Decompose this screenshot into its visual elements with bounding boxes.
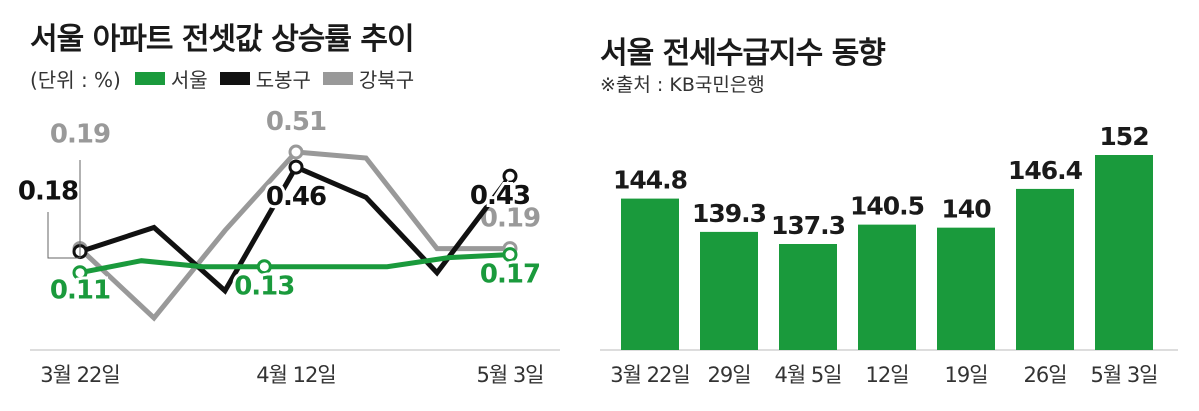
leader-line-dobong — [47, 212, 80, 259]
legend-swatch-dobong — [219, 72, 250, 85]
bar — [700, 231, 758, 350]
marker-gangbuk — [288, 144, 304, 160]
data-label-seoul: 0.13 — [234, 272, 294, 302]
bar-value-label: 152 — [1099, 122, 1148, 151]
bar — [937, 227, 995, 350]
x-tick-label: 4월 5일 — [774, 363, 841, 387]
legend-swatch-seoul — [134, 72, 165, 85]
legend-label-gangbuk: 강북구 — [358, 68, 415, 92]
bar — [858, 224, 916, 350]
bar — [1016, 188, 1074, 350]
line-chart: 0.19 0.51 0.19 0.18 0.46 0.43 0.11 0.13 0.17 3월 2… — [15, 104, 545, 387]
legend-item-gangbuk: 강북구 — [322, 64, 415, 93]
bar-chart-title: 서울 전세수급지수 동향 — [600, 36, 886, 71]
bar-value-label: 139.3 — [692, 199, 766, 228]
marker-dobong — [502, 168, 518, 184]
data-label-seoul: 0.11 — [50, 276, 110, 306]
x-tick-label: 4월 12일 — [256, 363, 335, 387]
x-tick-label: 5월 3일 — [476, 363, 543, 387]
source-note: ※출처 : KB국민은행 — [600, 74, 765, 96]
series-line-gangbuk — [78, 149, 510, 322]
x-tick-label: 12일 — [865, 363, 908, 387]
x-tick-label: 5월 3일 — [1090, 363, 1157, 387]
x-tick-label: 3월 22일 — [610, 363, 689, 387]
data-label-seoul: 0.17 — [480, 260, 540, 290]
bar — [621, 198, 679, 350]
line-chart-legend: (단위 : %) 서울 도봉구 강북구 — [30, 64, 426, 93]
bar-value-label: 140 — [941, 195, 991, 224]
marker-seoul — [502, 247, 518, 263]
legend-item-dobong: 도봉구 — [219, 64, 311, 93]
series-line-seoul — [79, 252, 511, 276]
x-tick-label: 26일 — [1023, 363, 1066, 387]
data-label-gangbuk: 0.51 — [266, 107, 326, 137]
bar-value-label: 140.5 — [850, 192, 924, 221]
legend-swatch-gangbuk — [322, 72, 353, 85]
x-tick-label: 19일 — [944, 363, 987, 387]
marker-dobong — [288, 159, 304, 175]
legend-label-dobong: 도봉구 — [255, 68, 311, 92]
data-label-gangbuk: 0.19 — [480, 204, 540, 234]
legend-label-seoul: 서울 — [170, 68, 208, 92]
data-label-dobong: 0.46 — [266, 182, 326, 212]
legend-item-seoul: 서울 — [134, 64, 208, 93]
x-tick-label: 29일 — [707, 363, 750, 387]
bar-value-label: 137.3 — [771, 211, 845, 240]
data-label-gangbuk: 0.19 — [50, 120, 110, 150]
bar-value-label: 146.4 — [1008, 156, 1083, 185]
data-label-dobong: 0.18 — [18, 177, 78, 207]
bar — [779, 244, 837, 350]
bar-value-label: 144.8 — [613, 166, 687, 195]
marker-seoul — [256, 259, 272, 275]
marker-seoul — [72, 265, 88, 281]
unit-label: (단위 : %) — [30, 68, 121, 92]
line-chart-title: 서울 아파트 전셋값 상승률 추이 — [30, 22, 415, 57]
x-tick-label: 3월 22일 — [40, 363, 119, 387]
bar — [1095, 155, 1153, 350]
data-label-dobong: 0.43 — [470, 181, 530, 211]
bar-chart: 144.8 3월 22일 139.3 29일 137.3 4월 5일 140.5 12일 140… — [610, 122, 1158, 387]
